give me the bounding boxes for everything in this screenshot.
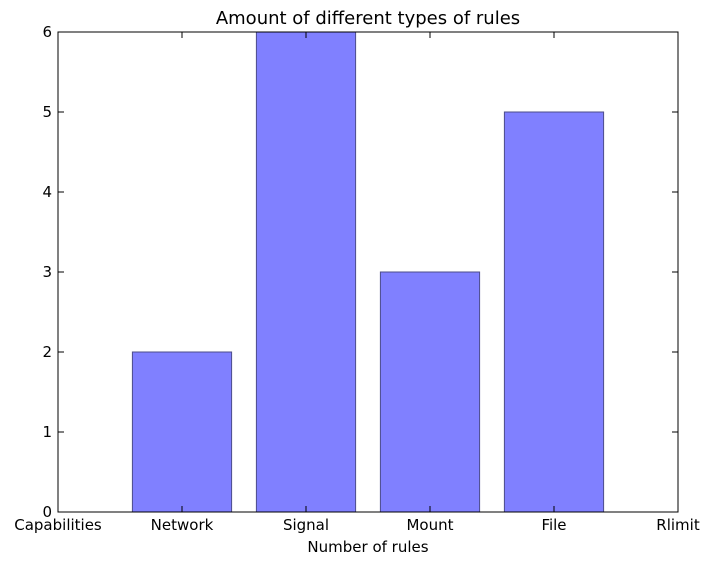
y-axis: 0 1 2 3 4 5 6 xyxy=(42,23,678,521)
plot-frame xyxy=(57,31,679,513)
chart-title: Amount of different types of rules xyxy=(216,8,520,29)
y-tick-label: 6 xyxy=(42,23,52,41)
bar-file xyxy=(503,111,605,513)
y-tick-label: 5 xyxy=(42,103,52,121)
x-tick-label-mount: Mount xyxy=(406,516,453,534)
bar-signal xyxy=(255,31,357,513)
y-tick-label: 0 xyxy=(42,503,52,521)
bar-network xyxy=(131,351,233,513)
x-tick-label-capabilities: Capabilities xyxy=(14,516,102,534)
bar-mount xyxy=(379,271,481,513)
y-tick-label: 3 xyxy=(42,263,52,281)
x-tick-label-file: File xyxy=(541,516,566,534)
x-axis: Capabilities Network Signal Mount File Rlimit xyxy=(14,32,700,534)
x-axis-label: Number of rules xyxy=(307,538,428,556)
y-tick-label: 4 xyxy=(42,183,52,201)
x-tick-label-network: Network xyxy=(151,516,214,534)
x-tick-label-rlimit: Rlimit xyxy=(656,516,700,534)
bar-series xyxy=(131,31,605,513)
x-tick-label-signal: Signal xyxy=(283,516,329,534)
y-tick-label: 1 xyxy=(42,423,52,441)
y-tick-label: 2 xyxy=(42,343,52,361)
